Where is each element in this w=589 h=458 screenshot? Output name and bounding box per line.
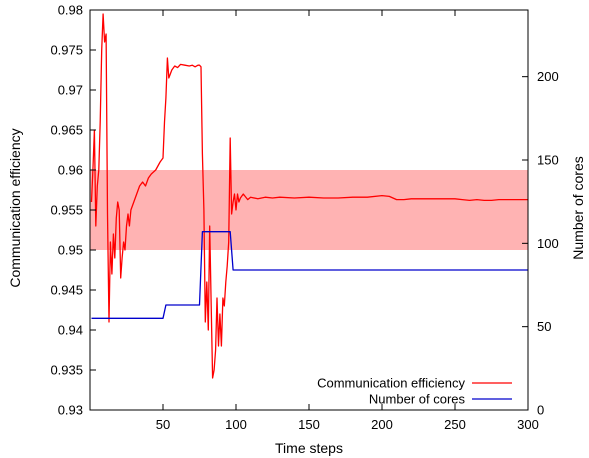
- y-left-axis-ticks: 0.93 0.935 0.94 0.945 0.95 0.955 0.96 0.965 0.97…: [50, 3, 96, 418]
- x-tick-label: 250: [444, 417, 466, 432]
- y-left-tick-label: 0.975: [50, 43, 83, 58]
- y-left-tick-label: 0.97: [58, 83, 83, 98]
- x-axis-title: Time steps: [275, 440, 343, 456]
- x-tick-label: 150: [298, 417, 320, 432]
- legend-label: Number of cores: [369, 392, 466, 407]
- x-tick-label: 50: [156, 417, 170, 432]
- legend-label: Communication efficiency: [317, 376, 465, 391]
- y-left-tick-label: 0.945: [50, 283, 83, 298]
- y-right-axis-title: Number of cores: [570, 156, 586, 259]
- y-right-tick-label: 150: [537, 153, 559, 168]
- series-layer: [90, 13, 528, 379]
- y-left-tick-label: 0.98: [58, 3, 83, 18]
- y-left-tick-label: 0.93: [58, 403, 83, 418]
- y-right-tick-label: 50: [537, 319, 551, 334]
- y-right-tick-label: 100: [537, 236, 559, 251]
- x-tick-label: 300: [517, 417, 539, 432]
- y-right-axis-ticks: 0 50 100 150 200: [522, 69, 559, 418]
- y-right-tick-label: 200: [537, 69, 559, 84]
- y-left-tick-label: 0.965: [50, 123, 83, 138]
- y-right-tick-label: 0: [537, 403, 544, 418]
- y-left-tick-label: 0.94: [58, 323, 83, 338]
- number-of-cores-line: [91, 231, 528, 319]
- y-left-tick-label: 0.955: [50, 203, 83, 218]
- target-band: [90, 170, 528, 250]
- x-tick-label: 100: [225, 417, 247, 432]
- x-axis-ticks: 50 100 150 200 250 300: [156, 10, 539, 432]
- y-left-tick-label: 0.935: [50, 363, 83, 378]
- y-left-tick-label: 0.95: [58, 243, 83, 258]
- y-left-tick-label: 0.96: [58, 163, 83, 178]
- x-tick-label: 200: [371, 417, 393, 432]
- y-left-axis-title: Communication efficiency: [7, 128, 23, 287]
- communication-efficiency-line: [90, 13, 528, 379]
